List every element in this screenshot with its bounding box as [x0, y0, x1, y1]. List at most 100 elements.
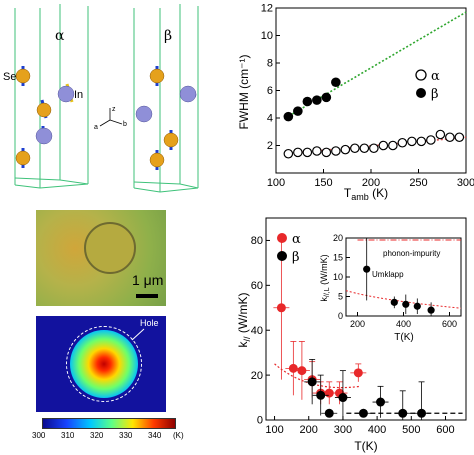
k-x-tick-label: 500 — [402, 424, 420, 436]
fwhm-x-tick-label: 200 — [362, 177, 380, 189]
k-alpha-point — [297, 366, 307, 376]
fwhm-alpha-point — [331, 146, 341, 156]
k-y-tick-label: 40 — [251, 325, 263, 337]
k-beta-point — [417, 408, 427, 418]
fwhm-alpha-point — [293, 147, 303, 158]
beta-structure-label: β — [164, 28, 172, 44]
inset-beta-point — [363, 265, 371, 273]
inset-y-axis-label: k//,L (W/mK) — [319, 254, 331, 301]
k-y-tick-label: 60 — [251, 280, 263, 292]
k-x-tick-label: 400 — [368, 424, 386, 436]
k-beta-point — [358, 408, 368, 418]
k-legend: α β — [277, 232, 301, 265]
k-beta-point — [307, 377, 317, 387]
axis-z-label: z — [112, 106, 116, 113]
k-y-tick-label: 20 — [251, 370, 263, 382]
fwhm-fit-line — [285, 11, 467, 119]
colorbar-tick-320: 320 — [90, 431, 104, 440]
inset-x-tick-label: 600 — [442, 319, 457, 329]
fwhm-y-tick-label: 12 — [261, 3, 273, 15]
fwhm-alpha-point — [407, 136, 417, 147]
colorbar-tick-300: 300 — [32, 431, 46, 440]
k-alpha-point — [353, 368, 363, 378]
k-x-axis-label: T(K) — [354, 439, 377, 453]
k-beta-point — [316, 390, 326, 400]
in-atom-label: In — [74, 89, 83, 101]
inset-y-tick-label: 10 — [333, 272, 343, 282]
fwhm-x-tick-label: 150 — [314, 177, 332, 189]
fwhm-alpha-point — [359, 143, 370, 154]
fwhm-y-axis-label: FWHM (cm⁻¹) — [237, 55, 251, 130]
hole-callout-arrow — [131, 328, 145, 341]
hole-outline — [66, 326, 142, 402]
k-alpha-point — [276, 303, 286, 313]
fwhm-alpha-point — [378, 140, 389, 151]
k-legend-beta: β — [292, 250, 300, 265]
k-alpha-guide-curve — [274, 363, 361, 389]
fwhm-alpha-point — [397, 137, 408, 148]
scalebar — [136, 294, 158, 298]
fwhm-y-tick-label: 10 — [261, 30, 273, 42]
k-beta-point — [338, 393, 348, 403]
colorbar-unit: (K) — [173, 431, 184, 440]
fwhm-alpha-point — [454, 132, 465, 143]
optical-micrograph: 1 μm — [36, 210, 166, 306]
fwhm-legend: α β — [415, 69, 440, 102]
fwhm-alpha-point — [426, 135, 436, 145]
fwhm-y-tick-label: 8 — [267, 58, 273, 70]
micrograph-hole — [84, 222, 136, 274]
k-x-tick-label: 200 — [300, 424, 318, 436]
colorbar — [42, 418, 176, 429]
k-legend-alpha: α — [292, 232, 301, 247]
k-beta-point — [398, 408, 408, 418]
inset-y-tick-label: 15 — [333, 253, 343, 263]
inset-beta-point — [413, 302, 421, 310]
alpha-structure-label: α — [55, 28, 65, 44]
axis-triad — [99, 108, 123, 127]
k-beta-point — [324, 408, 334, 418]
k-x-tick-label: 300 — [334, 424, 352, 436]
fwhm-y-tick-label: 4 — [267, 113, 273, 125]
fwhm-beta-point — [293, 106, 303, 116]
scalebar-label: 1 μm — [132, 272, 164, 288]
inset-x-tick-label: 400 — [396, 319, 411, 329]
axis-a-label: a — [94, 124, 98, 131]
fwhm-beta-point — [321, 92, 332, 103]
k-alpha-point — [288, 363, 298, 373]
inset-annotation-umklapp: Umklapp — [372, 270, 404, 279]
k-y-tick-label: 0 — [257, 415, 263, 427]
inset-y-tick-label: 0 — [338, 311, 343, 321]
fwhm-beta-point — [283, 111, 294, 122]
k-plot-frame — [265, 217, 467, 421]
fwhm-alpha-point — [302, 147, 313, 158]
k-y-tick-label: 80 — [251, 235, 263, 247]
fwhm-alpha-point — [283, 148, 294, 159]
inset-y-tick-label: 20 — [333, 233, 343, 243]
colorbar-tick-340: 340 — [148, 431, 162, 440]
fwhm-alpha-point — [435, 129, 446, 140]
inset-umklapp-curve — [345, 290, 462, 309]
k-y-axis-label: k// (W/mK) — [236, 292, 252, 347]
fwhm-alpha-point — [350, 143, 360, 154]
inset-beta-point — [390, 298, 398, 306]
fwhm-alpha-point — [445, 132, 455, 143]
k-x-tick-label: 600 — [436, 424, 454, 436]
colorbar-ticks: 300 310 320 330 340 (K) — [28, 431, 203, 445]
fwhm-alpha-point — [369, 143, 379, 154]
fwhm-beta-point — [331, 77, 341, 88]
inset-x-tick-label: 200 — [350, 319, 365, 329]
fwhm-legend-beta: β — [431, 87, 439, 102]
k-beta-point — [376, 397, 386, 407]
inset-y-tick-label: 5 — [338, 292, 343, 302]
crystal-structure-panel: α β Se In z a b — [3, 4, 199, 193]
colorbar-tick-310: 310 — [61, 431, 75, 440]
temperature-map: Hole — [36, 316, 166, 412]
hole-callout-label: Hole — [140, 318, 159, 328]
fwhm-legend-alpha: α — [431, 69, 440, 84]
inset-annotation-phonon-impurity: phonon-impurity — [383, 249, 440, 258]
fwhm-chart: 100 150 200 250 300 2 4 6 8 10 12 FWHM (cm⁻¹) Tamb… — [237, 3, 474, 200]
fwhm-alpha-point — [416, 136, 427, 147]
fwhm-x-tick-label: 100 — [267, 177, 285, 189]
inset-beta-point — [427, 306, 435, 314]
fwhm-beta-point — [312, 95, 322, 105]
